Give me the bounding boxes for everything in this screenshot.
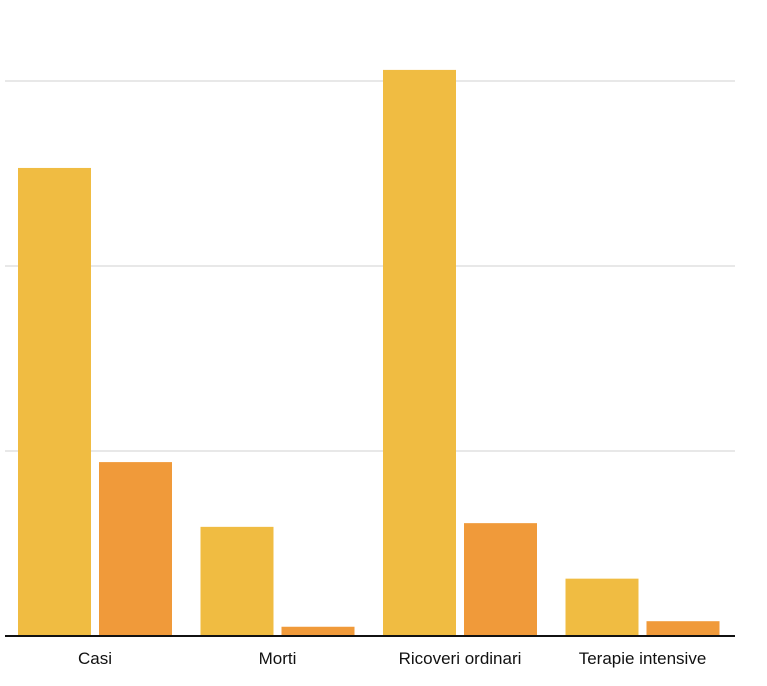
bar-terapie-intensive-series-2 (646, 621, 720, 636)
bar-casi-series-1 (18, 167, 91, 636)
bar-terapie-intensive-series-1 (565, 578, 639, 636)
bars (18, 69, 720, 636)
bar-morti-series-2 (281, 626, 355, 636)
bar-casi-series-2 (99, 462, 172, 636)
x-tick-label-1: Morti (259, 649, 297, 668)
x-tick-label-2: Ricoveri ordinari (399, 649, 522, 668)
x-tick-label-3: Terapie intensive (579, 649, 707, 668)
bar-morti-series-1 (200, 526, 274, 636)
x-tick-labels: Casi Morti Ricoveri ordinari Terapie intens… (78, 649, 706, 668)
gridlines (5, 80, 735, 452)
bar-ricoveri-ordinari-series-2 (464, 523, 537, 636)
x-tick-label-0: Casi (78, 649, 112, 668)
bar-ricoveri-ordinari-series-1 (383, 69, 456, 636)
